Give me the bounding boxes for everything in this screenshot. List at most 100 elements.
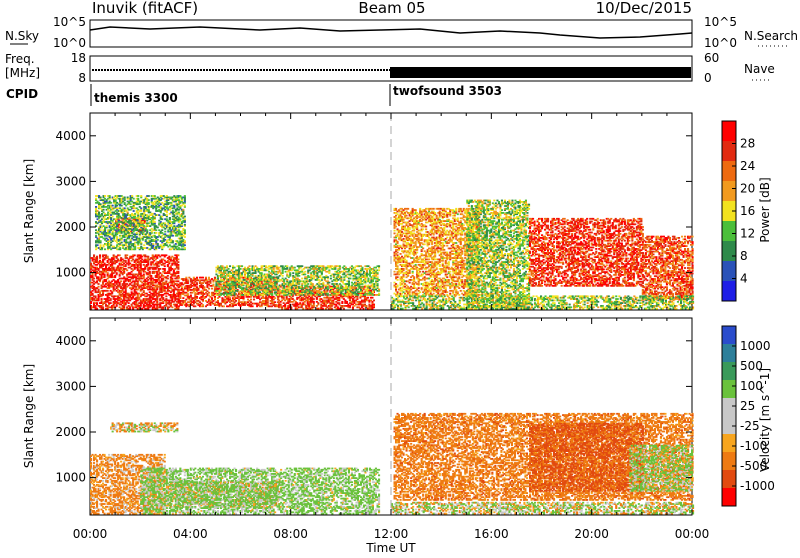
- data-cell: [304, 274, 306, 276]
- data-cell: [313, 301, 315, 303]
- data-cell: [169, 217, 171, 219]
- data-cell: [208, 292, 210, 294]
- data-cell: [164, 222, 166, 224]
- data-cell: [100, 240, 102, 242]
- data-cell: [130, 203, 132, 205]
- data-cell: [110, 302, 112, 304]
- data-cell: [164, 265, 166, 267]
- data-cell: [177, 259, 179, 261]
- data-cell: [109, 195, 111, 197]
- data-cell: [317, 302, 319, 304]
- cpid-label: CPID: [6, 87, 38, 101]
- data-cell: [100, 244, 102, 246]
- data-cell: [194, 305, 196, 307]
- data-cell: [211, 288, 213, 290]
- data-cell: [112, 216, 114, 218]
- data-cell: [184, 236, 186, 238]
- data-cell: [110, 202, 112, 204]
- data-cell: [161, 218, 163, 220]
- data-cell: [234, 267, 236, 269]
- data-cell: [312, 293, 314, 295]
- cpid-segment-twofsound: twofsound 3503: [393, 84, 502, 98]
- data-cell: [143, 290, 145, 292]
- data-cell: [229, 265, 231, 267]
- data-cell: [240, 279, 242, 281]
- data-cell: [184, 205, 186, 207]
- data-cell: [184, 195, 186, 197]
- data-cell: [261, 272, 263, 274]
- data-cell: [246, 279, 248, 281]
- data-cell: [152, 243, 154, 245]
- beam-title: Beam 05: [358, 0, 425, 17]
- data-cell: [184, 240, 186, 242]
- data-cell: [205, 277, 207, 279]
- data-cell: [313, 298, 315, 300]
- data-cell: [102, 306, 104, 308]
- data-cell: [178, 277, 180, 279]
- data-cell: [148, 202, 150, 204]
- data-cell: [130, 220, 132, 222]
- data-cell: [143, 244, 145, 246]
- data-cell: [131, 195, 133, 197]
- data-cell: [184, 247, 186, 249]
- data-cell: [224, 287, 226, 289]
- data-cell: [252, 305, 254, 307]
- data-cell: [247, 293, 249, 295]
- data-cell: [128, 302, 130, 304]
- data-cell: [343, 308, 345, 310]
- data-cell: [172, 240, 174, 242]
- data-cell: [100, 203, 102, 205]
- nsky-left-top-tick: 10^5: [53, 15, 86, 29]
- data-cell: [211, 297, 213, 299]
- data-cell: [166, 214, 168, 216]
- data-cell: [96, 302, 98, 304]
- data-cell: [208, 288, 210, 290]
- data-cell: [157, 243, 159, 245]
- data-cell: [142, 221, 144, 223]
- data-cell: [106, 225, 108, 227]
- data-cell: [218, 296, 220, 298]
- data-cell: [134, 254, 136, 256]
- date-title: 10/Dec/2015: [596, 0, 692, 17]
- cpid-segment-themis: themis 3300: [94, 91, 178, 105]
- nave-band-twofsound: [390, 67, 691, 78]
- data-cell: [307, 283, 309, 285]
- data-cell: [241, 265, 243, 267]
- scatter-region: [95, 195, 186, 250]
- data-cell: [181, 286, 183, 288]
- nsky-right-bottom-tick: 10^0: [704, 36, 737, 50]
- data-cell: [212, 284, 214, 286]
- data-cell: [249, 265, 251, 267]
- data-cell: [154, 221, 156, 223]
- data-cell: [177, 254, 179, 256]
- data-cell: [99, 254, 101, 256]
- data-cell: [98, 212, 100, 214]
- data-cell: [120, 280, 122, 282]
- data-cell: [90, 263, 92, 265]
- data-cell: [167, 278, 169, 280]
- data-cell: [107, 256, 109, 258]
- data-cell: [221, 279, 223, 281]
- data-cell: [277, 294, 279, 296]
- data-cell: [148, 199, 150, 201]
- data-cell: [150, 275, 152, 277]
- data-cell: [107, 290, 109, 292]
- data-cell: [302, 308, 304, 310]
- data-cell: [196, 282, 198, 284]
- data-cell: [157, 227, 159, 229]
- data-cell: [298, 275, 300, 277]
- data-cell: [121, 242, 123, 244]
- data-cell: [196, 296, 198, 298]
- data-cell: [177, 275, 179, 277]
- freq-left-top-tick: 18: [71, 51, 86, 65]
- data-cell: [142, 228, 144, 230]
- data-cell: [331, 308, 333, 310]
- data-cell: [187, 279, 189, 281]
- data-cell: [95, 295, 97, 297]
- data-cell: [217, 300, 219, 302]
- data-cell: [137, 195, 139, 197]
- data-cell: [286, 279, 288, 281]
- data-cell: [165, 295, 167, 297]
- data-cell: [304, 271, 306, 273]
- data-cell: [203, 286, 205, 288]
